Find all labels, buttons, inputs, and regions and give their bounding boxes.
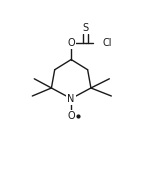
- Text: S: S: [83, 23, 89, 33]
- Text: O: O: [67, 38, 75, 48]
- Text: Cl: Cl: [102, 38, 112, 48]
- Text: N: N: [67, 94, 75, 104]
- Text: O: O: [67, 111, 75, 121]
